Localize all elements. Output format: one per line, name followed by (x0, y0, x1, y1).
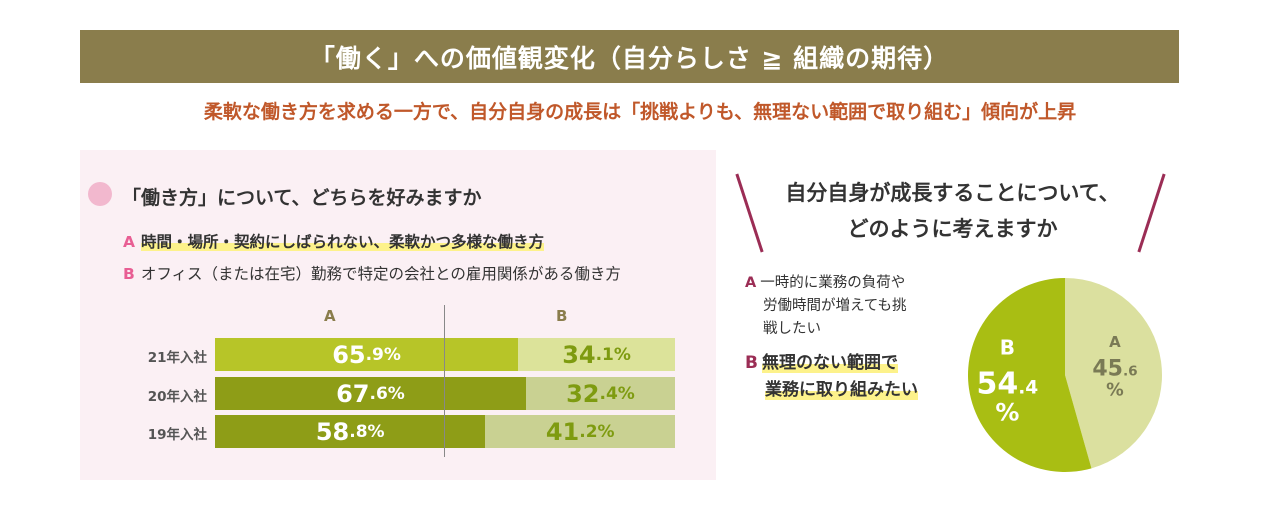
pie-value-b: 54.4 (976, 367, 1038, 402)
pie-value-a: 45.6 (1092, 357, 1137, 382)
work-style-panel: 「働き方」について、どちらを好みますか A 時間・場所・契約にしばられない、柔軟か… (80, 150, 716, 480)
column-label-b: B (556, 307, 568, 325)
bar-segment-a: 67.6% (215, 377, 526, 410)
pie-label-b: B (1000, 336, 1015, 360)
growth-question-line1: 自分自身が成長することについて、 (785, 181, 1120, 205)
pie-unit-b: % (995, 399, 1019, 427)
growth-question-line2: どのように考えますか (847, 217, 1058, 241)
center-divider (444, 305, 445, 457)
bar-row-label: 21年入社 (147, 350, 207, 366)
bar-row-label: 19年入社 (147, 427, 207, 443)
growth-option-a-line1: 一時的に業務の負荷や (760, 275, 906, 291)
pie-unit-a: % (1106, 381, 1124, 401)
option-a-key: A (123, 233, 135, 251)
pie-label-a: A (1109, 333, 1121, 351)
bar-segment-b: 41.2% (485, 415, 675, 448)
pie-slice-a (1065, 278, 1162, 469)
pie-slice-b (967, 278, 1092, 472)
page-title-banner: 「働く」への価値観変化（自分らしさ ≧ 組織の期待） (80, 30, 1179, 83)
work-style-option-b: B オフィス（または在宅）勤務で特定の会社との雇用関係がある働き方 (123, 262, 621, 284)
growth-pie-chart: A 45.6% B 54.4% (967, 278, 1162, 472)
work-style-question: 「働き方」について、どちらを好みますか (122, 187, 482, 209)
work-style-option-a: A 時間・場所・契約にしばられない、柔軟かつ多様な働き方 (123, 230, 545, 252)
growth-option-b-line1: 無理のない範囲で (761, 353, 898, 373)
bar-segment-a: 65.9% (215, 338, 519, 371)
growth-option-b-line2: 業務に取り組みたい (765, 380, 918, 400)
column-label-a: A (324, 307, 336, 325)
bar-segment-b: 34.1% (518, 338, 675, 371)
bar-row-label: 20年入社 (147, 389, 207, 405)
page-title: 「働く」への価値観変化（自分らしさ ≧ 組織の期待） (309, 43, 950, 73)
growth-option-a-line2: 労働時間が増えても挑 (763, 298, 907, 314)
option-b-text: オフィス（または在宅）勤務で特定の会社との雇用関係がある働き方 (140, 265, 621, 283)
growth-option-b: B 無理のない範囲で 業務に取り組みたい (745, 350, 965, 404)
growth-option-a-key: A (745, 275, 757, 291)
bar-segment-b: 32.4% (525, 377, 675, 410)
option-b-key: B (123, 265, 135, 283)
growth-question: 自分自身が成長することについて、 どのように考えますか (760, 175, 1145, 247)
option-a-text: 時間・場所・契約にしばられない、柔軟かつ多様な働き方 (141, 233, 545, 251)
growth-option-a-line3: 戦したい (763, 321, 821, 337)
question-bullet-icon (88, 182, 112, 206)
page-subtitle: 柔軟な働き方を求める一方で、自分自身の成長は「挑戦よりも、無理ない範囲で取り組む… (203, 101, 1077, 123)
growth-option-b-key: B (745, 353, 758, 373)
bar-segment-a: 58.8% (215, 415, 486, 448)
growth-option-a: A 一時的に業務の負荷や 労働時間が増えても挑 戦したい (745, 272, 955, 341)
